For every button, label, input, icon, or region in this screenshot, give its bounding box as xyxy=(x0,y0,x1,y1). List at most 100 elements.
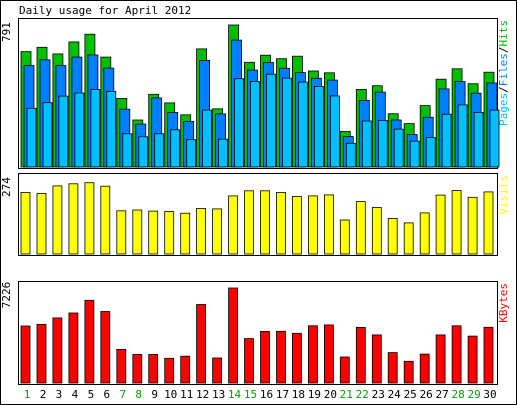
day-label-9: 9 xyxy=(151,388,158,401)
bar-visits-day-28 xyxy=(451,190,462,255)
day-label-4: 4 xyxy=(72,388,79,401)
bar-pages-day-17 xyxy=(282,77,292,168)
bar-kbytes-day-28 xyxy=(451,325,462,384)
bar-kbytes-day-22 xyxy=(355,326,366,384)
bar-visits-day-9 xyxy=(148,210,159,255)
day-label-29: 29 xyxy=(467,388,480,401)
day-label-20: 20 xyxy=(324,388,337,401)
bar-visits-day-17 xyxy=(276,191,286,255)
bar-visits-day-29 xyxy=(467,196,478,255)
bar-visits-day-7 xyxy=(116,210,127,255)
bar-kbytes-day-12 xyxy=(196,304,207,384)
bar-visits-day-26 xyxy=(419,212,430,255)
day-label-21: 21 xyxy=(340,388,353,401)
chart-title: Daily usage for April 2012 xyxy=(19,4,191,17)
bar-kbytes-day-9 xyxy=(148,354,159,384)
legend-hits: Pages/Files/Hits xyxy=(497,20,510,126)
bar-visits-day-27 xyxy=(435,194,446,255)
bar-visits-day-11 xyxy=(180,212,191,255)
y-max-label-hits: 791 xyxy=(0,22,13,42)
bar-visits-day-19 xyxy=(307,195,318,255)
bar-kbytes-day-20 xyxy=(323,324,334,384)
bar-pages-day-5 xyxy=(90,89,101,168)
bar-kbytes-day-23 xyxy=(371,334,382,384)
bar-pages-day-28 xyxy=(457,104,468,168)
bar-pages-day-25 xyxy=(409,140,420,168)
day-label-3: 3 xyxy=(56,388,63,401)
day-label-17: 17 xyxy=(276,388,289,401)
bar-pages-day-21 xyxy=(345,142,356,168)
bar-kbytes-day-25 xyxy=(403,360,414,384)
panel-kbytes: 7226 KBytes xyxy=(0,281,510,385)
bar-visits-day-3 xyxy=(52,185,63,255)
bar-visits-day-5 xyxy=(84,182,95,255)
bar-pages-day-6 xyxy=(106,91,117,168)
day-label-6: 6 xyxy=(103,388,110,401)
bar-pages-day-2 xyxy=(42,102,53,168)
bar-visits-day-10 xyxy=(164,211,175,255)
bar-pages-day-27 xyxy=(441,113,452,168)
legend-visits: Visits xyxy=(497,175,510,215)
panel-visits: 274 Visits xyxy=(0,173,510,256)
bar-visits-day-15 xyxy=(244,190,254,255)
day-label-22: 22 xyxy=(356,388,369,401)
day-label-23: 23 xyxy=(372,388,385,401)
bar-visits-day-4 xyxy=(68,183,79,255)
bar-pages-day-4 xyxy=(74,92,85,168)
day-label-12: 12 xyxy=(196,388,209,401)
bar-visits-day-13 xyxy=(212,208,223,255)
bar-kbytes-day-29 xyxy=(467,335,478,384)
bar-visits-day-1 xyxy=(20,191,31,255)
legend-item-visits: Visits xyxy=(497,175,510,215)
bar-kbytes-day-24 xyxy=(387,352,398,384)
bar-kbytes-day-14 xyxy=(228,287,239,384)
bar-pages-day-1 xyxy=(26,107,37,168)
bar-kbytes-day-11 xyxy=(180,355,191,384)
bar-kbytes-day-3 xyxy=(52,317,63,384)
bar-pages-day-20 xyxy=(329,95,340,168)
bar-kbytes-day-2 xyxy=(36,323,47,384)
bar-kbytes-day-26 xyxy=(419,353,430,384)
bar-kbytes-day-17 xyxy=(276,330,286,384)
day-label-10: 10 xyxy=(164,388,177,401)
bar-visits-day-2 xyxy=(36,193,47,255)
bar-kbytes-day-13 xyxy=(212,357,223,384)
day-label-7: 7 xyxy=(119,388,126,401)
bar-pages-day-8 xyxy=(138,136,149,168)
bar-pages-day-3 xyxy=(58,95,69,168)
day-label-28: 28 xyxy=(451,388,464,401)
bar-pages-day-30 xyxy=(489,109,500,168)
legend-separator: / xyxy=(497,47,510,54)
day-label-2: 2 xyxy=(40,388,47,401)
bar-pages-day-19 xyxy=(313,86,324,168)
bar-visits-day-30 xyxy=(483,191,494,255)
day-label-1: 1 xyxy=(24,388,31,401)
bar-pages-day-16 xyxy=(266,73,276,168)
legend-item-pages: Pages xyxy=(497,93,510,126)
x-axis-day-labels: 1 2 3 4 5 6 7 8 9 10 11 12 13 14 15 16 17 18 19 20 21 22 23 24 2… xyxy=(24,388,497,401)
day-label-24: 24 xyxy=(388,388,402,401)
bar-visits-day-20 xyxy=(323,194,334,255)
panel-frame-visits xyxy=(18,173,498,256)
bar-pages-day-11 xyxy=(186,139,197,168)
bar-kbytes-day-1 xyxy=(20,325,31,384)
bar-pages-day-10 xyxy=(170,129,181,168)
day-label-30: 30 xyxy=(483,388,496,401)
day-label-25: 25 xyxy=(404,388,417,401)
bar-kbytes-day-10 xyxy=(164,357,175,384)
bar-visits-day-12 xyxy=(196,207,207,255)
bar-visits-day-8 xyxy=(132,209,143,255)
day-label-11: 11 xyxy=(180,388,193,401)
legend-item-kbytes: KBytes xyxy=(497,283,510,323)
bar-visits-day-22 xyxy=(355,201,366,255)
day-label-16: 16 xyxy=(260,388,273,401)
bar-visits-day-23 xyxy=(371,207,382,255)
bar-pages-day-7 xyxy=(122,133,133,168)
bar-visits-day-16 xyxy=(260,190,270,255)
day-label-14: 14 xyxy=(228,388,242,401)
legend-kbytes: KBytes xyxy=(497,283,510,323)
day-label-19: 19 xyxy=(308,388,321,401)
y-max-label-kbytes: 7226 xyxy=(0,282,13,309)
